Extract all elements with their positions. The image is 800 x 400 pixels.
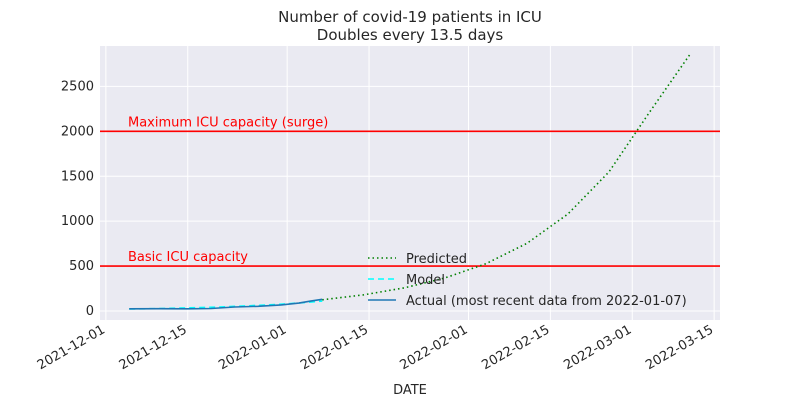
x-axis-ticks: 2021-12-01 2021-12-15 2022-01-01 2022-01-15… <box>35 322 716 373</box>
x-tick-label: 2021-12-15 <box>117 322 190 373</box>
plot-area <box>100 46 720 320</box>
x-tick-label: 2022-02-01 <box>398 322 471 373</box>
x-tick-label: 2022-03-15 <box>643 322 716 373</box>
capacity-annotation: Basic ICU capacity <box>128 250 248 265</box>
x-tick-label: 2022-02-15 <box>479 322 552 373</box>
y-tick-label: 1500 <box>61 169 94 184</box>
x-tick-label: 2021-12-01 <box>35 322 108 373</box>
x-axis-label: DATE <box>393 383 427 398</box>
y-tick-label: 2500 <box>61 79 94 94</box>
legend-label: Model <box>406 273 445 288</box>
y-tick-label: 2000 <box>61 124 94 139</box>
annotations: Maximum ICU capacity (surge) Basic ICU ca… <box>128 115 328 265</box>
capacity-annotation: Maximum ICU capacity (surge) <box>128 115 328 130</box>
y-axis-ticks: 0 500 1000 1500 2000 2500 <box>61 79 94 319</box>
legend: Predicted Model Actual (most recent data f… <box>368 252 687 309</box>
series-line-solid <box>129 298 323 310</box>
y-tick-label: 1000 <box>61 214 94 229</box>
x-tick-label: 2022-03-01 <box>561 322 634 373</box>
chart-subtitle: Doubles every 13.5 days <box>317 26 504 44</box>
legend-label: Actual (most recent data from 2022-01-07… <box>406 294 687 309</box>
chart-title: Number of covid-19 patients in ICU <box>278 8 542 26</box>
capacity-lines <box>100 130 720 267</box>
y-tick-label: 0 <box>86 304 94 319</box>
y-tick-label: 500 <box>69 259 94 274</box>
series-layer <box>129 52 692 310</box>
x-tick-label: 2022-01-01 <box>216 322 289 373</box>
x-tick-label: 2022-01-15 <box>298 322 371 373</box>
legend-label: Predicted <box>406 252 467 267</box>
